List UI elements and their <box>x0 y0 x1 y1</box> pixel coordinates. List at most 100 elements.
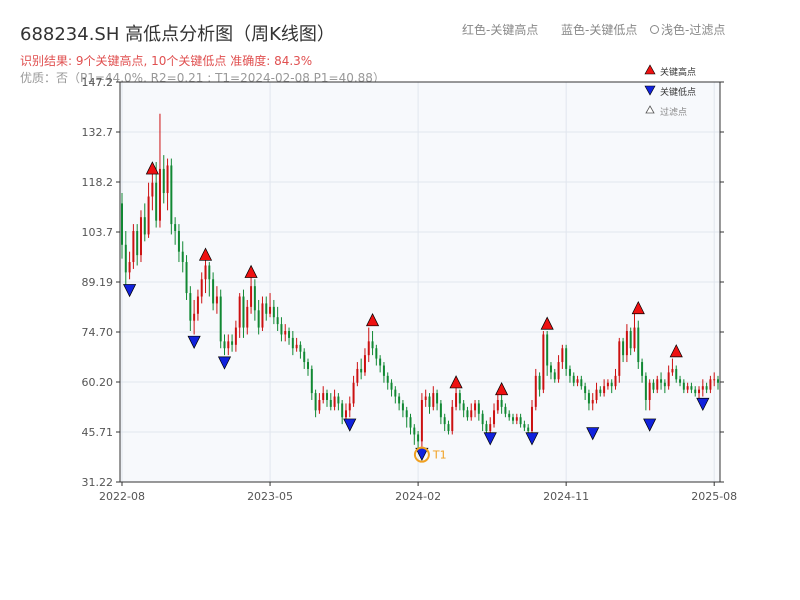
key-low-marker <box>343 418 357 432</box>
key-low-marker <box>483 432 497 446</box>
candle-body <box>694 389 697 394</box>
legend-filtered-label: 过滤点 <box>660 106 687 118</box>
candle-body <box>462 403 465 411</box>
y-tick-label: 132.7 <box>82 126 114 139</box>
key-high-marker <box>244 264 258 278</box>
candle-body <box>618 341 621 376</box>
candle-body <box>318 399 321 411</box>
candle-body <box>466 410 469 418</box>
candle-body <box>572 375 575 383</box>
candle-body <box>276 317 279 325</box>
y-tick-labels: 31.22 45.71 60.20 74.70 89.19 103.7 118.2 132.7… <box>82 76 724 489</box>
candle-body <box>523 424 526 428</box>
candle-body <box>515 417 518 421</box>
key-high-marker <box>198 247 213 261</box>
candle-body <box>660 379 663 383</box>
candle-body <box>717 379 719 383</box>
x-tick-label: 2025-08 <box>691 490 737 503</box>
candle-body <box>477 403 480 414</box>
candle-body <box>663 382 666 387</box>
candle-body <box>682 382 685 390</box>
candle-body <box>352 382 355 404</box>
candle-body <box>269 306 272 314</box>
candle-body <box>470 410 473 418</box>
candle-body <box>325 393 328 400</box>
key-point-markers: T1 <box>123 161 710 463</box>
candle-body <box>185 262 188 294</box>
candle-body <box>155 182 158 221</box>
t1-label: T1 <box>432 449 447 462</box>
candle-body <box>261 303 264 328</box>
candle-body <box>648 382 651 400</box>
y-tick-label: 45.71 <box>82 426 114 439</box>
x-tick-label: 2023-05 <box>247 490 293 503</box>
candle-body <box>314 393 317 411</box>
candle-body <box>204 265 207 280</box>
candle-body <box>443 417 446 425</box>
candle-body <box>322 393 325 400</box>
legend-filtered-icon <box>645 105 655 114</box>
candle-body <box>633 327 636 349</box>
candle-body <box>549 365 552 373</box>
x-tick-label: 2024-11 <box>543 490 589 503</box>
legend-light-text: 浅色-过滤点 <box>661 23 726 37</box>
candle-body <box>424 396 427 400</box>
key-high-marker <box>449 375 463 389</box>
candle-body <box>671 368 674 373</box>
x-tick-label: 2022-08 <box>99 490 145 503</box>
candle-body <box>139 217 142 256</box>
legend-low-label: 关键低点 <box>660 86 696 98</box>
candle-body <box>333 396 336 407</box>
candle-body <box>181 251 184 263</box>
candle-body <box>561 348 564 363</box>
candle-body <box>614 375 617 387</box>
candle-body <box>481 413 484 425</box>
chart-title: 688234.SH 高低点分析图（周K线图） <box>20 24 335 45</box>
candle-body <box>189 293 192 321</box>
candle-body <box>447 424 450 432</box>
y-tick-label: 74.70 <box>82 326 114 339</box>
candle-body <box>538 375 541 390</box>
candle-body <box>280 324 283 335</box>
candle-body <box>698 389 701 394</box>
candle-body <box>595 389 598 400</box>
legend-blue-text: 蓝色-关键低点 <box>561 23 638 37</box>
candle-body <box>519 417 522 425</box>
candle-body <box>174 224 177 231</box>
candle-body <box>367 341 370 356</box>
candle-body <box>557 362 560 380</box>
y-tick-label: 118.2 <box>82 176 114 189</box>
candle-body <box>534 375 537 407</box>
candle-body <box>652 382 655 390</box>
candle-body <box>705 386 708 390</box>
candle-body <box>386 375 389 383</box>
candle-body <box>504 406 507 414</box>
candle-body <box>379 358 382 366</box>
candle-body <box>641 362 644 376</box>
candle-body <box>303 351 306 363</box>
candle-body <box>667 372 670 387</box>
key-low-marker <box>123 284 137 298</box>
candle-body <box>360 368 363 373</box>
candle-body <box>701 386 704 390</box>
candle-body <box>542 334 545 390</box>
candle-body <box>356 368 359 383</box>
candle-body <box>591 399 594 404</box>
x-tick-labels: 2022-08 2023-05 2024-02 2024-11 2025-08 <box>99 482 737 503</box>
key-high-marker <box>365 313 380 327</box>
candles <box>121 113 719 449</box>
y-tick-label: 60.20 <box>82 376 114 389</box>
candle-body <box>709 379 712 390</box>
candle-body <box>500 399 503 407</box>
candle-body <box>629 331 632 349</box>
candle-body <box>451 406 454 432</box>
candle-body <box>568 368 571 376</box>
y-tick-label: 147.2 <box>82 76 114 89</box>
candle-body <box>291 337 294 349</box>
candle-body <box>413 427 416 435</box>
candle-body <box>265 303 268 314</box>
candle-body <box>344 410 347 418</box>
candle-body <box>675 368 678 380</box>
candle-body <box>432 393 435 407</box>
